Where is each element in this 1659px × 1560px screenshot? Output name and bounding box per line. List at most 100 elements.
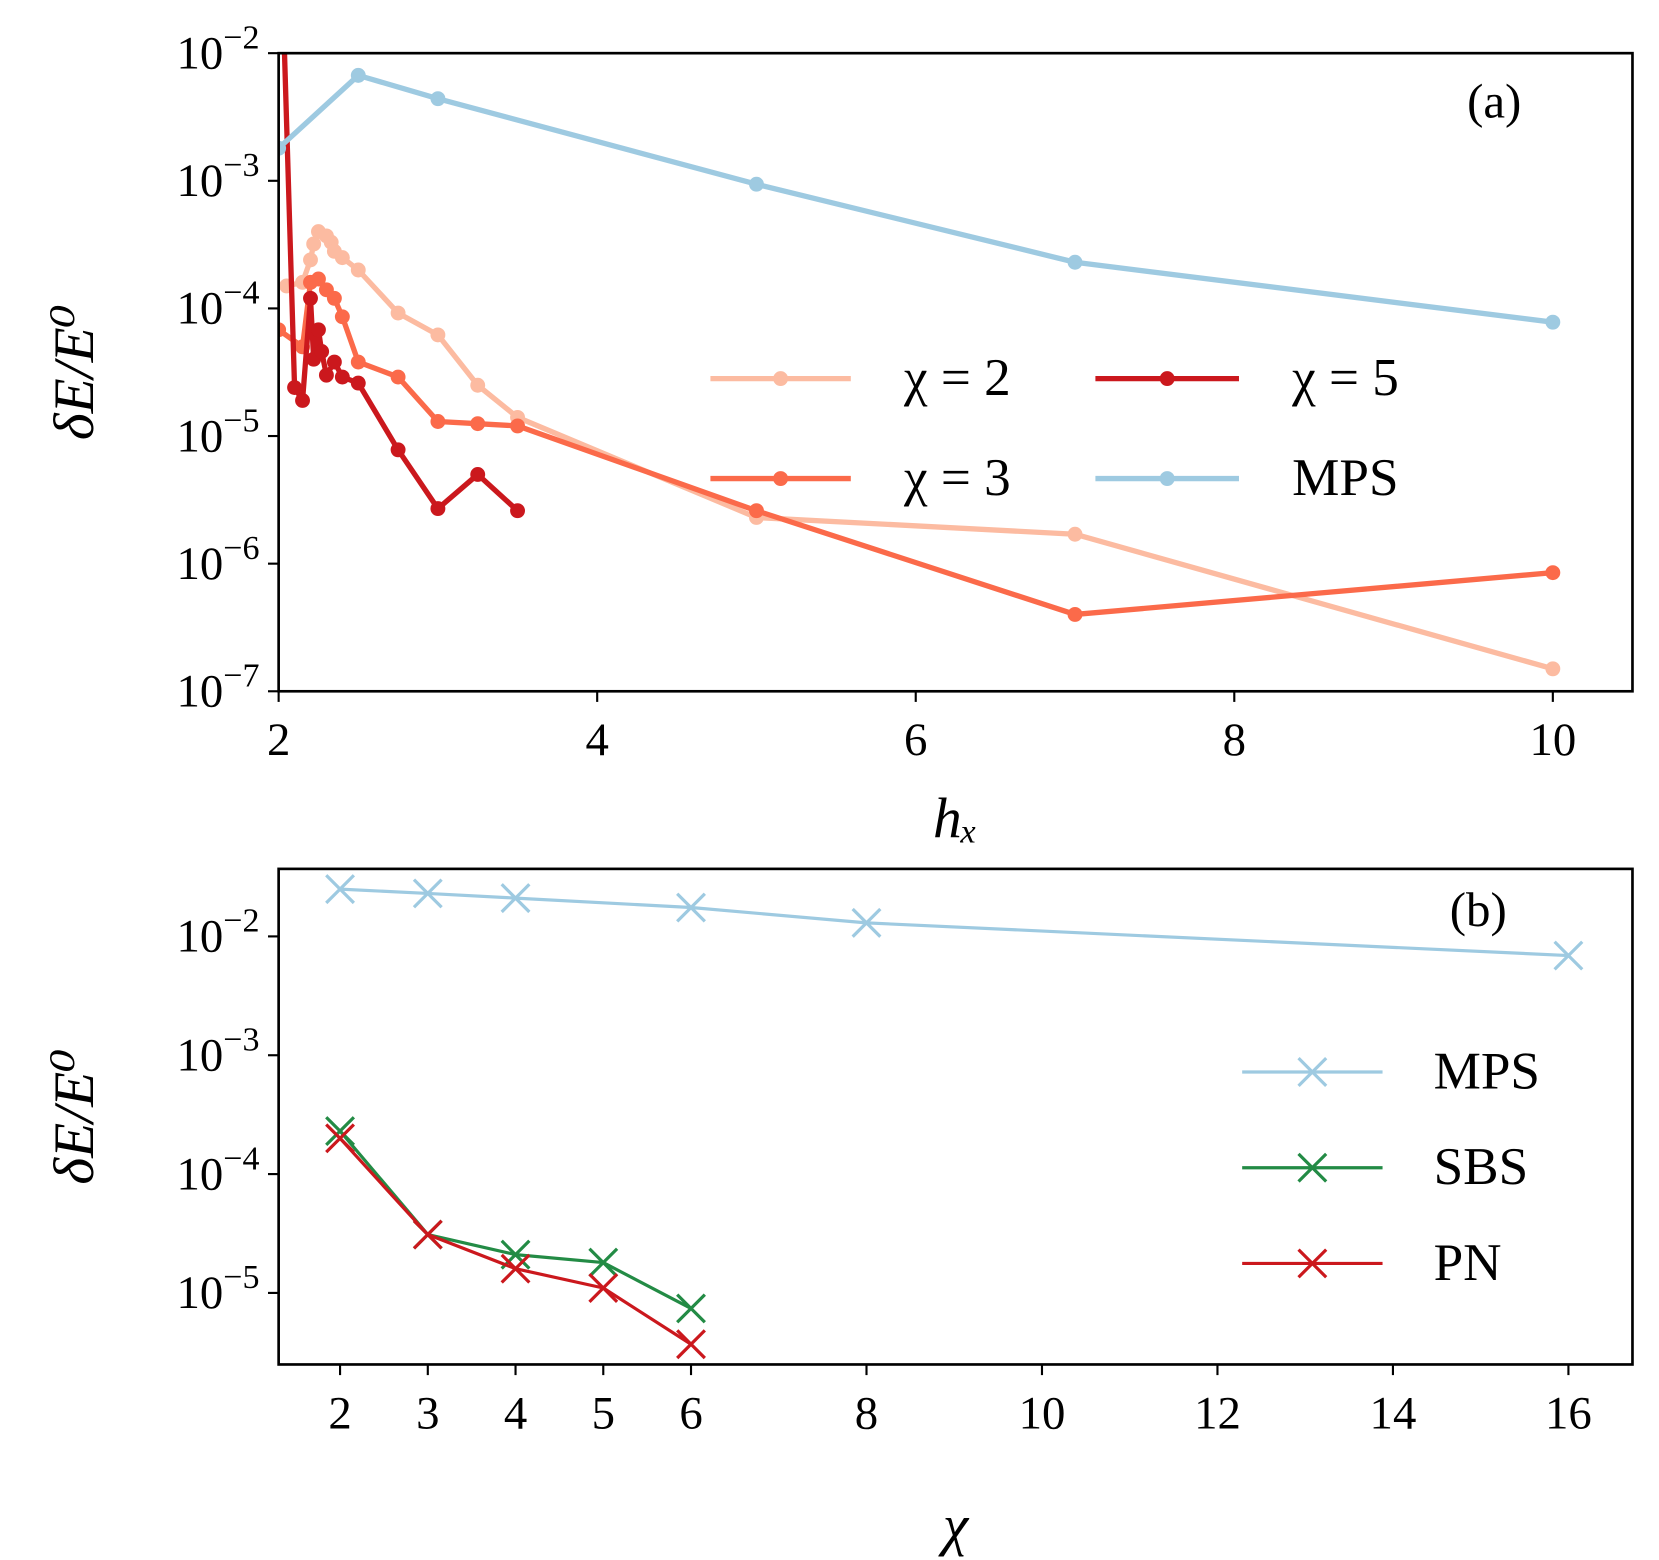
y-tick-label: 10−3 — [177, 147, 260, 207]
marker — [588, 1247, 619, 1278]
annotation: (a) — [1467, 74, 1521, 129]
marker — [470, 416, 486, 432]
annotation: (b) — [1450, 882, 1507, 937]
marker — [390, 369, 406, 385]
marker — [295, 393, 310, 408]
marker — [306, 236, 322, 252]
legend-label: χ = 5 — [1291, 348, 1399, 407]
marker — [334, 250, 350, 266]
marker — [1067, 606, 1083, 622]
x-tick-label: 2 — [328, 1387, 351, 1439]
marker — [334, 369, 350, 385]
marker — [325, 1123, 356, 1154]
x-tick-label: 8 — [1223, 714, 1246, 766]
plot-area — [278, 53, 1561, 677]
marker — [311, 271, 326, 287]
marker — [430, 414, 446, 429]
legend-label: PN — [1434, 1233, 1502, 1292]
marker — [500, 1253, 531, 1284]
marker — [325, 1116, 356, 1147]
marker — [314, 344, 330, 359]
series-line — [281, 53, 520, 513]
y-axis-label: δE/E⁰ — [43, 1049, 106, 1185]
series-line — [339, 887, 1569, 958]
marker — [278, 140, 287, 156]
legend-marker — [1297, 1248, 1328, 1279]
marker — [390, 305, 406, 321]
marker — [278, 322, 287, 338]
marker — [430, 501, 446, 517]
x-tick-label: 6 — [679, 1387, 702, 1439]
marker — [1067, 254, 1083, 270]
x-tick-label: 3 — [416, 1387, 439, 1439]
marker — [510, 418, 525, 434]
axes-frame — [277, 867, 1634, 1366]
marker — [326, 290, 342, 306]
marker — [470, 467, 486, 482]
legend-marker — [1159, 471, 1175, 487]
x-axis-label: hₓ — [933, 787, 978, 850]
y-tick-label: 10−7 — [177, 657, 260, 717]
marker — [318, 367, 334, 383]
legend-label: χ = 3 — [903, 448, 1011, 507]
marker — [412, 1219, 443, 1250]
marker — [326, 354, 342, 370]
marker — [1545, 565, 1561, 581]
marker — [1545, 314, 1561, 330]
y-tick-label: 10−5 — [177, 402, 260, 462]
x-tick-label: 14 — [1370, 1387, 1417, 1439]
figure-body: 2 4 6 8 10 10−7 10−6 10−5 10−4 10−3 10−2 χ = 2 χ = 3… — [43, 19, 1634, 1558]
marker — [303, 290, 318, 306]
x-tick-label: 10 — [1019, 1387, 1066, 1439]
marker — [325, 874, 356, 905]
marker — [851, 907, 882, 938]
y-axis-label: δE/E⁰ — [43, 304, 106, 440]
x-tick-label: 10 — [1529, 714, 1576, 766]
marker — [749, 176, 764, 192]
marker — [311, 322, 326, 338]
x-tick-label: 16 — [1545, 1387, 1592, 1439]
marker — [430, 91, 446, 107]
marker — [303, 252, 318, 268]
legend-label: χ = 2 — [903, 348, 1011, 407]
series-line — [338, 1130, 692, 1310]
y-tick-label: 10−4 — [177, 274, 260, 334]
y-tick-label: 10−3 — [177, 1021, 260, 1081]
marker — [588, 1273, 619, 1303]
marker — [500, 883, 531, 914]
marker — [412, 878, 443, 909]
panel: 2 3 4 5 6 8 10 12 14 16 10−5 10−4 10−3 10−2 MPS SBS PN (b… — [43, 867, 1634, 1558]
series-line — [338, 1137, 692, 1346]
marker — [676, 892, 706, 923]
x-tick-label: 2 — [267, 714, 290, 766]
x-tick-label: 4 — [504, 1387, 527, 1439]
legend-marker — [773, 371, 789, 387]
legend-marker — [1297, 1057, 1328, 1087]
y-tick-label: 10−2 — [177, 902, 260, 962]
panel: 2 4 6 8 10 10−7 10−6 10−5 10−4 10−3 10−2 χ = 2 χ = 3… — [43, 19, 1634, 850]
x-tick-label: 4 — [585, 714, 608, 766]
y-tick-label: 10−6 — [177, 530, 260, 590]
marker — [749, 503, 764, 519]
legend-marker — [1297, 1152, 1328, 1183]
marker — [287, 380, 303, 395]
series-line — [278, 276, 1554, 618]
y-tick-label: 10−4 — [177, 1140, 260, 1200]
marker — [510, 503, 525, 519]
series-line — [278, 72, 1554, 325]
marker — [334, 309, 350, 325]
legend-label: MPS — [1434, 1041, 1540, 1100]
legend-marker — [1159, 371, 1175, 387]
marker — [1553, 940, 1584, 971]
x-axis-label: χ — [938, 1495, 970, 1558]
marker — [350, 375, 366, 391]
marker — [676, 1329, 706, 1360]
marker — [350, 354, 366, 370]
marker — [1067, 526, 1083, 542]
x-tick-label: 5 — [592, 1387, 615, 1439]
marker — [390, 442, 406, 458]
x-tick-label: 8 — [855, 1387, 878, 1439]
axes-frame — [277, 51, 1634, 693]
plot-area — [325, 874, 1584, 1360]
